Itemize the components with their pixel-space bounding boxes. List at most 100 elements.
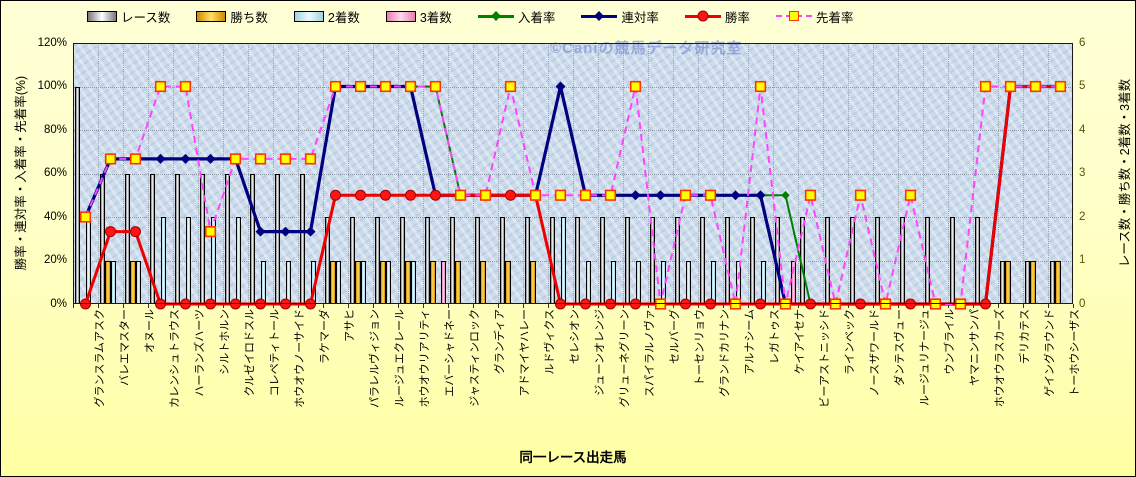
- v-gridline: [873, 43, 874, 304]
- marker-winrate: [155, 298, 166, 310]
- marker-first: [479, 189, 492, 201]
- marker-quinella: [305, 226, 316, 237]
- x-tick-mark: [873, 304, 877, 308]
- marker-first: [1029, 80, 1042, 93]
- marker-first: [329, 80, 342, 93]
- category-label: レガトゥス: [769, 309, 781, 364]
- legend-item-win: 勝ち数: [196, 7, 268, 26]
- left-tick-label: 80%: [43, 123, 67, 136]
- v-gridline: [273, 43, 274, 304]
- v-gridline: [298, 43, 299, 304]
- x-tick-mark: [598, 304, 602, 308]
- marker-first: [154, 80, 167, 93]
- category-label: エバーシャドネー: [444, 309, 456, 397]
- bar-groups: [73, 43, 1073, 304]
- legend-item-race: レース数: [87, 7, 170, 26]
- x-tick-mark: [398, 304, 402, 308]
- v-gridline: [323, 43, 324, 304]
- x-tick-mark: [723, 304, 727, 308]
- v-gridline: [723, 43, 724, 304]
- v-gridline: [598, 43, 599, 304]
- marker-first: [654, 298, 667, 310]
- category-label: カレンシュトラウス: [169, 309, 181, 408]
- marker-winrate: [230, 298, 241, 310]
- v-gridline: [773, 43, 774, 304]
- v-gridline: [798, 43, 799, 304]
- x-tick-mark: [423, 304, 427, 308]
- category-label: グランディア: [494, 309, 506, 375]
- category-label: ホウオウラスカーズ: [994, 309, 1006, 408]
- left-tick-label: 20%: [43, 254, 67, 266]
- v-gridline: [148, 43, 149, 304]
- line-chart-overlay: [79, 80, 1067, 310]
- v-gridline: [223, 43, 224, 304]
- category-label: コレペティトール: [269, 309, 281, 397]
- category-label: シルトホルン: [219, 309, 231, 375]
- v-gridline: [348, 43, 349, 304]
- category-label: ルージュエクレール: [394, 309, 406, 408]
- marker-quinella: [280, 226, 291, 237]
- marker-first: [804, 189, 817, 201]
- marker-first: [954, 298, 967, 310]
- category-label: アサヒ: [344, 309, 356, 342]
- marker-first: [1054, 80, 1067, 93]
- marker-quinella: [205, 153, 216, 164]
- legend-marker-placing: [490, 11, 501, 21]
- v-gridline: [848, 43, 849, 304]
- marker-first: [729, 298, 742, 310]
- marker-quinella: [630, 190, 641, 201]
- category-label: ジューンオレンジ: [594, 309, 606, 396]
- marker-winrate: [380, 189, 391, 201]
- legend-swatch-win-bar: [196, 10, 227, 22]
- marker-winrate: [555, 298, 566, 310]
- v-gridline: [498, 43, 499, 304]
- marker-first: [529, 189, 542, 201]
- marker-winrate: [855, 298, 866, 310]
- v-gridline: [923, 43, 924, 304]
- legend-label-third: 3着数: [419, 10, 452, 25]
- marker-first: [879, 298, 892, 310]
- left-tick-label: 100%: [37, 80, 67, 92]
- right-tick-label: 1: [1079, 254, 1086, 266]
- legend-label-placing: 入着率: [517, 10, 556, 25]
- marker-first: [854, 189, 867, 201]
- category-label: セレシオン: [569, 309, 581, 364]
- legend-marker-winrate: [697, 10, 709, 22]
- legend-item-third: 3着数: [385, 7, 452, 26]
- right-tick-label: 2: [1079, 210, 1086, 223]
- category-label: アドマイヤハレー: [519, 309, 531, 397]
- x-tick-mark: [898, 304, 902, 308]
- marker-winrate: [805, 298, 816, 310]
- category-label: グランドカリナン: [719, 309, 731, 397]
- legend-item-first: 先着率: [775, 7, 854, 26]
- v-gridline: [623, 43, 624, 304]
- line-first: [84, 85, 1061, 305]
- right-tick-label: 3: [1079, 167, 1086, 179]
- x-tick-mark: [498, 304, 502, 308]
- v-gridline: [698, 43, 699, 304]
- legend-item-winrate: 勝率: [684, 7, 750, 26]
- marker-first: [304, 153, 317, 165]
- marker-winrate: [905, 298, 916, 310]
- category-label: スパイラルノヴァ: [644, 309, 656, 397]
- x-tick-mark: [148, 304, 152, 308]
- legend-item-quinella: 連対率: [581, 7, 659, 26]
- x-tick-mark: [273, 304, 277, 308]
- marker-winrate: [280, 298, 291, 310]
- x-tick-mark: [348, 304, 352, 308]
- v-gridline: [748, 43, 749, 304]
- watermark: ©Caniの競馬データ研究室: [550, 40, 743, 57]
- category-label: ノースザワールド: [869, 309, 881, 397]
- category-label: ラケマーダ: [319, 309, 331, 364]
- x-tick-mark: [298, 304, 302, 308]
- v-gridline: [648, 43, 649, 304]
- x-tick-mark: [323, 304, 327, 308]
- right-tick-label: 5: [1079, 80, 1086, 92]
- legend-label-first: 先着率: [815, 10, 854, 25]
- x-tick-mark: [923, 304, 927, 308]
- marker-first: [254, 153, 267, 165]
- right-tick-label: 6: [1079, 36, 1086, 49]
- plot-area: [73, 43, 1073, 310]
- category-label: ゲイングラウンド: [1044, 309, 1056, 397]
- legend-swatch-quinella-line: [581, 10, 618, 23]
